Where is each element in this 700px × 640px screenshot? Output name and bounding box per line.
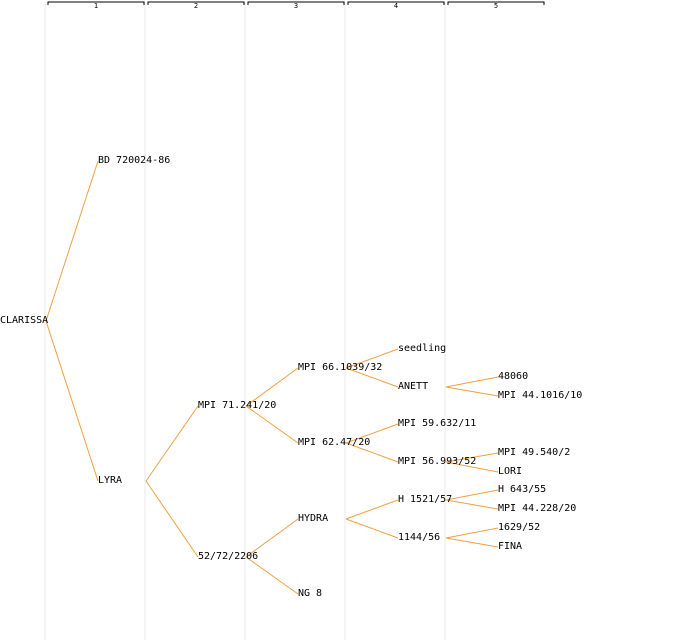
- pedigree-branch: [445, 499, 499, 510]
- pedigree-node[interactable]: MPI 59.632/11: [398, 418, 477, 429]
- pedigree-node[interactable]: FINA: [498, 541, 523, 552]
- generation-bracket: [147, 1, 245, 5]
- pedigree-branch: [445, 452, 499, 463]
- generation-number: 4: [393, 2, 399, 10]
- generation-number: 5: [493, 2, 499, 10]
- generation-bracket: [247, 1, 345, 5]
- pedigree-node[interactable]: seedling: [398, 343, 447, 354]
- pedigree-branch: [445, 527, 499, 539]
- pedigree-branch: [445, 537, 499, 548]
- pedigree-branch: [445, 376, 499, 388]
- pedigree-branch: [245, 556, 299, 595]
- pedigree-node[interactable]: MPI 66.1039/32: [298, 362, 383, 373]
- pedigree-branch: [345, 367, 399, 388]
- generation-number: 1: [93, 2, 99, 10]
- pedigree-branch: [45, 160, 99, 322]
- pedigree-node[interactable]: MPI 49.540/2: [498, 447, 571, 458]
- pedigree-branch: [345, 442, 399, 463]
- pedigree-node[interactable]: 52/72/2206: [198, 551, 259, 562]
- pedigree-branch: [445, 386, 499, 397]
- pedigree-node[interactable]: MPI 62.47/20: [298, 437, 371, 448]
- pedigree-node[interactable]: BD 720024-86: [98, 155, 171, 166]
- pedigree-node[interactable]: NG 8: [298, 588, 323, 599]
- pedigree-branch: [345, 423, 399, 444]
- pedigree-branch: [345, 499, 399, 520]
- pedigree-branch: [445, 489, 499, 501]
- generation-bracket: [347, 1, 445, 5]
- pedigree-node[interactable]: MPI 44.1016/10: [498, 390, 583, 401]
- pedigree-node[interactable]: CLARISSA: [0, 315, 49, 326]
- pedigree-branch: [345, 348, 399, 369]
- pedigree-node[interactable]: H 643/55: [498, 484, 547, 495]
- pedigree-node[interactable]: HYDRA: [298, 513, 329, 524]
- generation-bracket: [47, 1, 145, 5]
- pedigree-branch: [145, 480, 199, 558]
- pedigree-node[interactable]: 1144/56: [398, 532, 441, 543]
- pedigree-node[interactable]: MPI 44.228/20: [498, 503, 577, 514]
- pedigree-branch: [245, 405, 299, 444]
- pedigree-branch: [245, 367, 299, 407]
- pedigree-branch: [45, 320, 99, 482]
- generation-bracket: [447, 1, 545, 5]
- generation-number: 3: [293, 2, 299, 10]
- pedigree-node[interactable]: LORI: [498, 466, 523, 477]
- pedigree-branch: [145, 405, 199, 482]
- pedigree-node[interactable]: MPI 71.241/20: [198, 400, 277, 411]
- pedigree-branch: [345, 518, 399, 539]
- pedigree-node[interactable]: ANETT: [398, 381, 429, 392]
- generation-number: 2: [193, 2, 199, 10]
- pedigree-node[interactable]: 1629/52: [498, 522, 541, 533]
- pedigree-node[interactable]: MPI 56.993/52: [398, 456, 477, 467]
- pedigree-node[interactable]: LYRA: [98, 475, 123, 486]
- pedigree-node[interactable]: H 1521/57: [398, 494, 453, 505]
- pedigree-branch: [445, 461, 499, 473]
- pedigree-node[interactable]: 48060: [498, 371, 529, 382]
- pedigree-branch: [245, 518, 299, 558]
